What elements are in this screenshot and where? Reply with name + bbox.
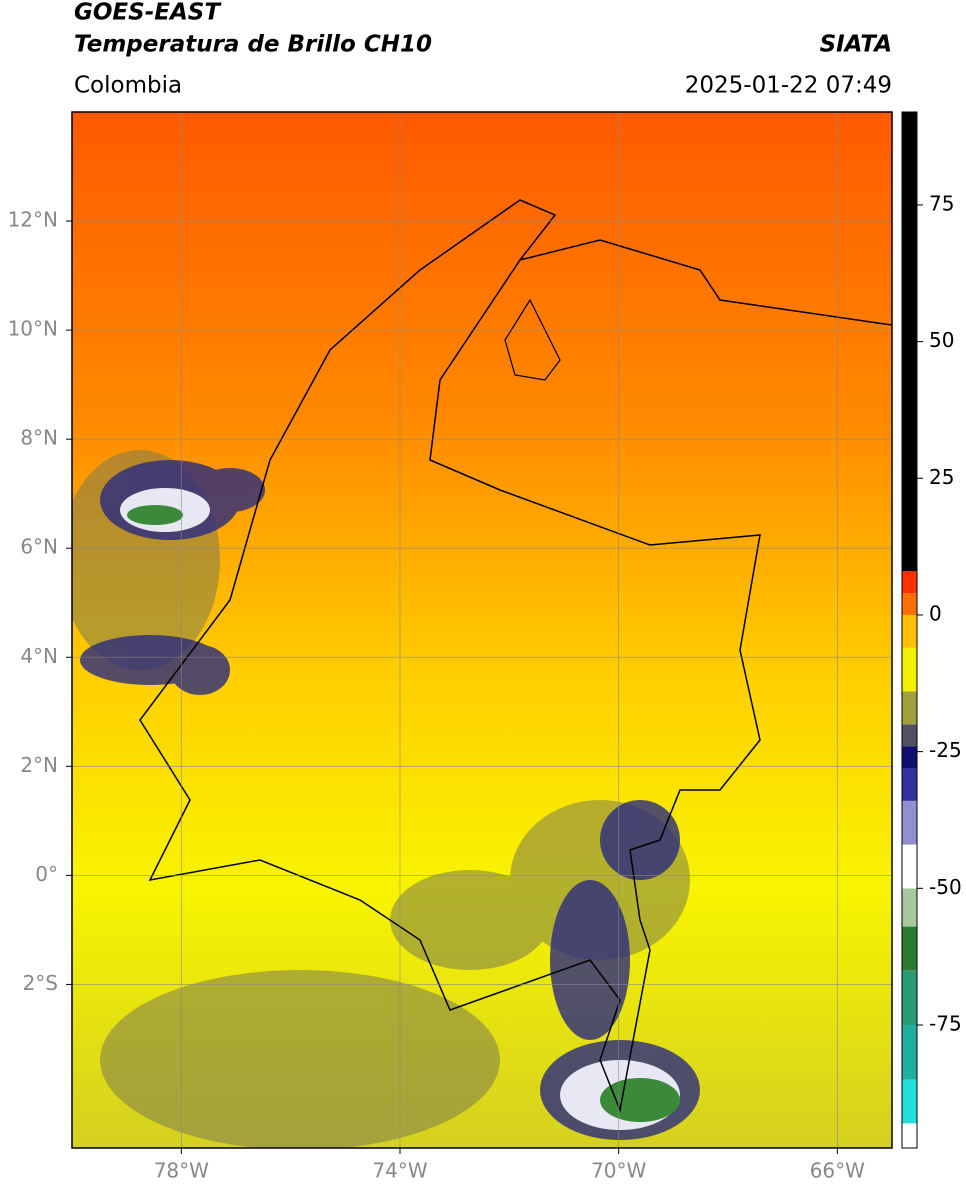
colorbar-tick-label: 50	[929, 328, 954, 352]
colorbar-segment	[902, 970, 917, 1025]
y-tick-label: 2°S	[23, 971, 58, 995]
colorbar-segment	[902, 1079, 917, 1124]
map-frame	[71, 111, 893, 1149]
x-tick-label: 70°W	[591, 1159, 646, 1183]
y-tick-label: 10°N	[8, 317, 58, 341]
x-tick-label: 74°W	[372, 1159, 427, 1183]
colorbar-segment	[902, 1123, 917, 1148]
region: Colombia	[74, 73, 182, 99]
colorbar-segment	[902, 1024, 917, 1080]
satellite: GOES-EAST	[74, 0, 222, 26]
colorbar-segment	[902, 926, 917, 971]
colorbar-tick-label: -25	[929, 738, 962, 762]
colorbar-segment	[902, 724, 917, 747]
colorbar-tick-label: 75	[929, 191, 954, 215]
colorbar-segment	[902, 844, 917, 889]
colorbar-frame	[901, 111, 918, 1149]
colorbar-tick-label: 25	[929, 465, 954, 489]
colorbar-segment	[902, 112, 917, 572]
y-tick-label: 6°N	[20, 535, 58, 559]
colorbar-segment	[902, 768, 917, 801]
y-tick-label: 12°N	[8, 208, 58, 232]
product: Temperatura de Brillo CH10	[74, 32, 432, 58]
colorbar-tick-label: 0	[929, 601, 942, 625]
colorbar-segment	[902, 800, 917, 845]
colorbar-segment	[902, 571, 917, 594]
colorbar-segment	[902, 746, 917, 769]
colorbar-segment	[902, 647, 917, 692]
colorbar-tick-label: -75	[929, 1011, 962, 1035]
y-tick-label: 2°N	[20, 753, 58, 777]
colorbar-segment	[902, 691, 917, 725]
source: SIATA	[820, 32, 892, 58]
x-tick-label: 78°W	[154, 1159, 209, 1183]
x-tick-label: 66°W	[810, 1159, 865, 1183]
colorbar-segment	[902, 593, 917, 615]
y-tick-label: 8°N	[20, 426, 58, 450]
colorbar-tick-label: -50	[929, 875, 962, 899]
colorbar-segment	[902, 614, 917, 648]
y-tick-label: 4°N	[20, 644, 58, 668]
datetime: 2025-01-22 07:49	[685, 73, 892, 99]
y-tick-label: 0°	[35, 862, 58, 886]
colorbar-segment	[902, 888, 917, 927]
satellite-image	[72, 112, 892, 1148]
